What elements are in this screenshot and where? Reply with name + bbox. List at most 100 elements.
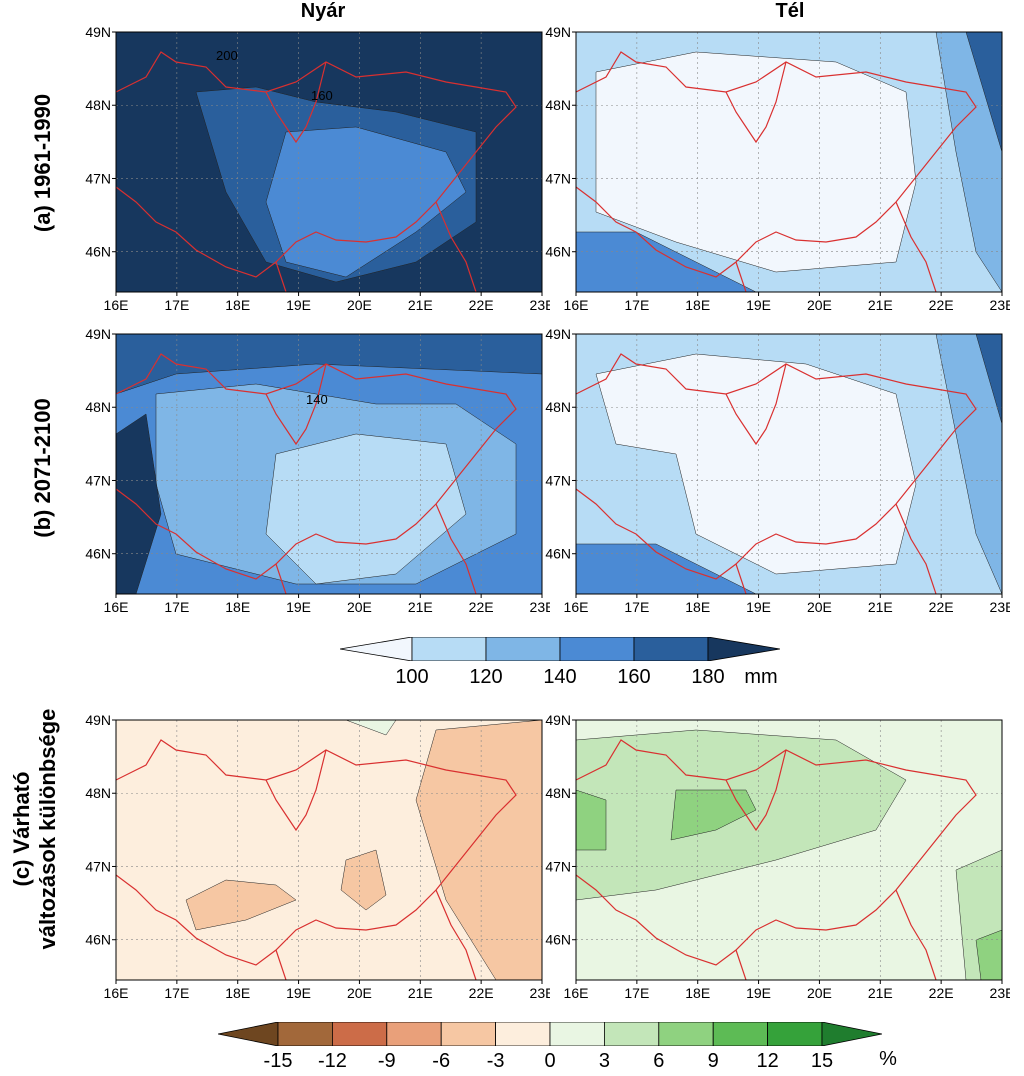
row-label-b: (b) 2071-2100 [30, 398, 55, 538]
lon-tick-label: 16E [564, 297, 589, 313]
change-colorbar [217, 1021, 883, 1047]
precip-colorbar [339, 636, 781, 662]
column-title-winter: Tél [775, 0, 805, 22]
lat-tick-label: 49N [85, 712, 111, 728]
lat-tick-label: 47N [545, 472, 571, 488]
lat-tick-label: 49N [545, 24, 571, 40]
lon-tick-label: 17E [624, 297, 649, 313]
colorbar-segment [712, 1021, 769, 1047]
map-b-summer: 140 16E 17E 18E 19E 20E 21E 22E 23E 49N 48N 47N 46N [80, 322, 550, 622]
lon-tick-label: 16E [564, 599, 589, 615]
lat-tick-label: 47N [85, 170, 111, 186]
lon-tick-label: 22E [929, 599, 954, 615]
colorbar-segment [495, 1021, 551, 1047]
colorbar-segment [603, 1021, 660, 1047]
lon-tick-label: 22E [929, 985, 954, 1001]
colorbar-segment [386, 1021, 442, 1047]
lon-tick-label: 21E [868, 985, 893, 1001]
colorbar-tick-label: 9 [707, 1050, 719, 1072]
lat-tick-label: 46N [85, 546, 111, 562]
lon-tick-label: 16E [104, 297, 129, 313]
lon-tick-label: 22E [929, 297, 954, 313]
lon-tick-label: 23E [990, 985, 1010, 1001]
lat-tick-label: 46N [545, 932, 571, 948]
lon-tick-label: 21E [408, 985, 433, 1001]
lon-tick-label: 19E [286, 297, 311, 313]
colorbar-tick-label: 160 [617, 666, 651, 688]
colorbar-segment [411, 636, 487, 662]
lon-tick-label: 18E [685, 599, 710, 615]
lat-tick-label: 46N [545, 244, 571, 260]
lon-tick-label: 18E [225, 297, 250, 313]
lon-tick-label: 17E [164, 599, 189, 615]
lon-tick-label: 20E [807, 985, 832, 1001]
lon-tick-label: 20E [347, 599, 372, 615]
colorbar-tick-label: 12 [756, 1050, 779, 1072]
lon-tick-label: 18E [685, 985, 710, 1001]
change-colorbar-unit: % [879, 1048, 897, 1070]
lon-tick-label: 19E [746, 599, 771, 615]
lon-tick-label: 16E [104, 985, 129, 1001]
lon-tick-label: 16E [564, 985, 589, 1001]
colorbar-tick-label: 3 [598, 1050, 610, 1072]
colorbar-low-arrow [217, 1021, 279, 1047]
colorbar-segment [332, 1021, 388, 1047]
lat-tick-label: 48N [85, 97, 111, 113]
lon-tick-label: 23E [990, 599, 1010, 615]
lon-tick-label: 20E [807, 599, 832, 615]
lon-tick-label: 22E [469, 599, 494, 615]
colorbar-segment [277, 1021, 333, 1047]
lon-tick-label: 18E [225, 985, 250, 1001]
map-a-summer: 200 160 16E 17E 18E 19E 20E 21E 22E 23E 49N 48N 47N 4… [80, 20, 550, 320]
colorbar-tick-label: 140 [543, 666, 577, 688]
lat-tick-label: 49N [85, 24, 111, 40]
lat-tick-label: 47N [85, 472, 111, 488]
lat-tick-label: 49N [85, 326, 111, 342]
precip-colorbar-unit: mm [744, 666, 778, 688]
colorbar-high-arrow [707, 636, 781, 662]
colorbar-segment [440, 1021, 496, 1047]
lon-tick-label: 22E [469, 297, 494, 313]
lon-tick-label: 18E [685, 297, 710, 313]
lon-tick-label: 17E [164, 985, 189, 1001]
lon-tick-label: 19E [746, 297, 771, 313]
lon-tick-label: 21E [408, 599, 433, 615]
colorbar-tick-label: -6 [432, 1050, 451, 1072]
lon-tick-label: 17E [164, 297, 189, 313]
lon-tick-label: 19E [286, 985, 311, 1001]
contour-label: 160 [311, 88, 333, 103]
colorbar-tick-label: -12 [317, 1050, 347, 1072]
lon-tick-label: 21E [408, 297, 433, 313]
lat-tick-label: 49N [545, 326, 571, 342]
colorbar-tick-label: 0 [544, 1050, 556, 1072]
lon-tick-label: 20E [347, 297, 372, 313]
map-a-winter: 16E 17E 18E 19E 20E 21E 22E 23E 49N 48N 47N 46N [540, 20, 1010, 320]
lon-tick-label: 23E [530, 297, 550, 313]
map-c-winter: 16E 17E 18E 19E 20E 21E 22E 23E 49N 48N 47N 46N [540, 708, 1010, 1008]
lat-tick-label: 49N [545, 712, 571, 728]
lon-tick-label: 16E [104, 599, 129, 615]
lon-tick-label: 23E [990, 297, 1010, 313]
lon-tick-label: 20E [347, 985, 372, 1001]
colorbar-tick-label: 6 [653, 1050, 665, 1072]
lat-tick-label: 46N [85, 932, 111, 948]
colorbar-tick-label: -15 [263, 1050, 293, 1072]
colorbar-low-arrow [339, 636, 413, 662]
lat-tick-label: 48N [85, 785, 111, 801]
map-c-summer: 16E 17E 18E 19E 20E 21E 22E 23E 49N 48N 47N 46N [80, 708, 550, 1008]
lon-tick-label: 23E [530, 985, 550, 1001]
lat-tick-label: 47N [545, 170, 571, 186]
colorbar-tick-label: 120 [469, 666, 503, 688]
colorbar-tick-label: 100 [395, 666, 429, 688]
lon-tick-label: 23E [530, 599, 550, 615]
lon-tick-label: 17E [624, 985, 649, 1001]
colorbar-segment [559, 636, 635, 662]
colorbar-tick-label: -3 [486, 1050, 505, 1072]
contour-label: 200 [216, 48, 238, 63]
contour-label: 140 [306, 392, 328, 407]
colorbar-segment [767, 1021, 823, 1047]
map-b-winter: 16E 17E 18E 19E 20E 21E 22E 23E 49N 48N 47N 46N [540, 322, 1010, 622]
lon-tick-label: 19E [286, 599, 311, 615]
lat-tick-label: 46N [545, 546, 571, 562]
lon-tick-label: 19E [746, 985, 771, 1001]
